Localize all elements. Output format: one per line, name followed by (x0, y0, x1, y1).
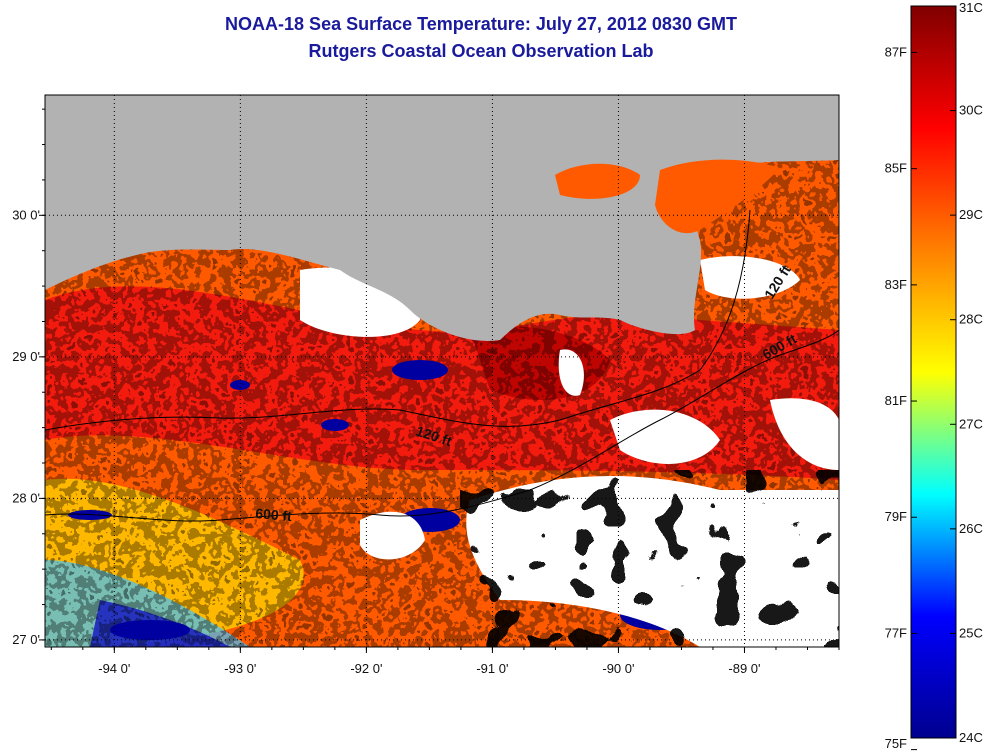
fahrenheit-label: 75F (885, 736, 907, 751)
graticule (45, 95, 839, 647)
lat-tick-label: 30 0' (12, 207, 40, 222)
celsius-label: 24C (959, 730, 983, 745)
contour-120ft (45, 209, 751, 431)
celsius-label: 28C (959, 312, 983, 327)
celsius-label: 25C (959, 625, 983, 640)
lon-tick-label: -90 0' (602, 661, 634, 676)
fahrenheit-label: 77F (885, 625, 907, 640)
lon-tick-label: -92 0' (350, 661, 382, 676)
land-mask (45, 95, 839, 341)
coastal-lake-sst (555, 163, 640, 199)
lon-tick-label: -91 0' (476, 661, 508, 676)
celsius-label: 29C (959, 207, 983, 222)
lon-tick-label: -93 0' (224, 661, 256, 676)
celsius-label: 26C (959, 521, 983, 536)
celsius-label: 27C (959, 416, 983, 431)
map-frame (44, 94, 840, 648)
celsius-label: 30C (959, 103, 983, 118)
fahrenheit-label: 83F (885, 277, 907, 292)
fahrenheit-label: 79F (885, 509, 907, 524)
map-axes: -94 0' -93 0' -92 0' -91 0' -90 0' -89 0' 30 0… (12, 108, 840, 676)
lat-tick-label: 28 0' (12, 490, 40, 505)
lat-tick-label: 29 0' (12, 349, 40, 364)
map-image-layer (45, 95, 839, 647)
fahrenheit-label: 85F (885, 161, 907, 176)
map-subtitle: Rutgers Coastal Ocean Observation Lab (308, 41, 654, 61)
lat-tick-label: 27 0' (12, 632, 40, 647)
coastal-bay-sst (655, 159, 780, 234)
fahrenheit-label: 81F (885, 393, 907, 408)
lon-tick-label: -94 0' (98, 661, 130, 676)
contour-600ft (45, 329, 839, 522)
colorbar-ticks: 31C 30C 29C 28C 27C 26C 25C 24C 87F 85F 83F 81F 79F 7… (885, 0, 983, 751)
cloud-texture (460, 470, 839, 647)
fahrenheit-label: 87F (885, 44, 907, 59)
map-title: NOAA-18 Sea Surface Temperature: July 27… (225, 14, 737, 34)
colorbar-gradient (910, 5, 957, 739)
lon-tick-label: -89 0' (728, 661, 760, 676)
contour-label-600ft: 600 ft (255, 505, 293, 524)
celsius-label: 31C (959, 0, 983, 15)
